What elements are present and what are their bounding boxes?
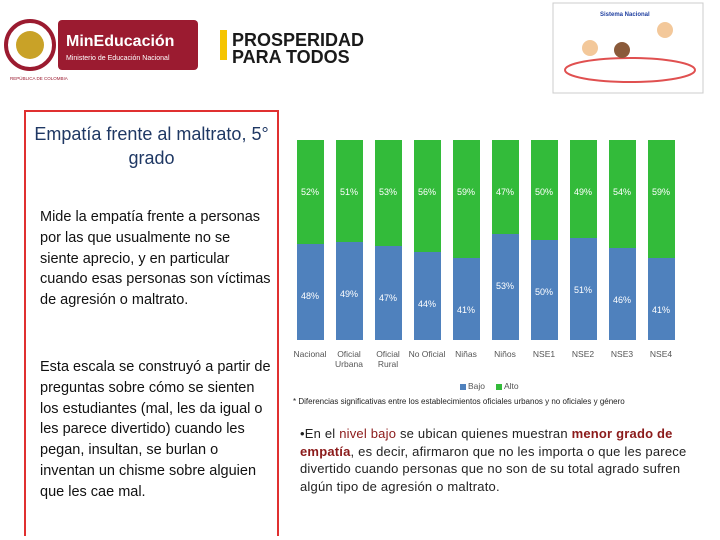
x-tick-label: NSE3 <box>610 349 634 359</box>
bar-segment <box>452 140 480 258</box>
x-tick-label: No Oficial <box>408 349 446 359</box>
bar-segment <box>491 140 519 234</box>
value-label: 59% <box>651 187 670 197</box>
value-label: 44% <box>417 299 436 309</box>
system-name: Sistema Nacional <box>600 12 650 18</box>
ring <box>564 57 696 83</box>
value-label: 50% <box>534 287 553 297</box>
legend-label: Alto <box>504 381 519 391</box>
flag-yellow <box>220 30 227 60</box>
value-label: 41% <box>456 305 475 315</box>
x-tick-label: Niñas <box>455 349 477 359</box>
text-segment: , es decir, afirmaron que no les importa… <box>300 443 687 494</box>
bar-segment <box>647 258 675 340</box>
x-tick-label: NSE4 <box>649 349 673 359</box>
kid <box>614 42 630 58</box>
chart: 48% 52% Nacional 49% 51% Oficial Urbana 47% 53%… <box>293 140 675 406</box>
footnote: * Diferencias significativas entre los e… <box>293 397 625 406</box>
legend-swatch <box>460 384 466 390</box>
value-label: 53% <box>378 187 397 197</box>
slogan-2: PARA TODOS <box>232 47 350 67</box>
bar-segment <box>452 258 480 340</box>
bar-segment <box>296 140 324 244</box>
republic: REPÚBLICA DE COLOMBIA <box>10 75 68 81</box>
bar-segment <box>374 246 402 340</box>
value-label: 49% <box>573 187 592 197</box>
bullet-text: •En el nivel bajo se ubican quienes mues… <box>300 425 700 495</box>
ministry-logo <box>58 20 198 70</box>
text-segment: •En el <box>300 426 340 441</box>
ministry-subtitle: Ministerio de Educación Nacional <box>66 55 170 62</box>
header: MinEducación Ministerio de Educación Nac… <box>4 2 704 94</box>
slogan-1: PROSPERIDAD <box>232 30 364 50</box>
kid <box>657 22 673 38</box>
bar-segment <box>413 252 441 340</box>
bar-segment <box>335 140 363 242</box>
value-label: 54% <box>612 187 631 197</box>
panel-title: Empatía frente al maltrato, 5° grado <box>34 124 269 168</box>
x-tick-label: Niños <box>494 349 516 359</box>
text-segment: menor grado de empatía <box>300 426 673 459</box>
value-label: 41% <box>651 305 670 315</box>
bar-segment <box>335 242 363 340</box>
bar-segment <box>413 140 441 252</box>
x-tick-label: NSE2 <box>571 349 595 359</box>
value-label: 52% <box>300 187 319 197</box>
x-tick-label: Oficial Urbana <box>335 349 363 369</box>
bar-segment <box>491 234 519 340</box>
value-label: 59% <box>456 187 475 197</box>
bar-segment <box>374 140 402 246</box>
paragraph: Esta escala se construyó a partir de pre… <box>40 359 271 500</box>
ministry-name: MinEducación <box>66 33 174 50</box>
value-label: 46% <box>612 295 631 305</box>
value-label: 49% <box>339 289 358 299</box>
bar-segment <box>569 140 597 238</box>
value-label: 53% <box>495 281 514 291</box>
text-panel: Empatía frente al maltrato, 5° grado Mid… <box>24 110 279 536</box>
legend-swatch <box>496 384 502 390</box>
bar-segment <box>608 248 636 340</box>
value-label: 47% <box>378 293 397 303</box>
bar-segment <box>530 140 558 240</box>
emblem-core <box>16 31 44 59</box>
value-label: 51% <box>573 285 592 295</box>
text-segment: se ubican quienes muestran <box>396 426 572 441</box>
value-label: 50% <box>534 187 553 197</box>
bar-segment <box>296 244 324 340</box>
x-tick-label: NSE1 <box>532 349 556 359</box>
value-label: 56% <box>417 187 436 197</box>
x-tick-label: Oficial Rural <box>376 349 400 369</box>
value-label: 47% <box>495 187 514 197</box>
bar-segment <box>608 140 636 248</box>
bar-segment <box>530 240 558 340</box>
bar-segment <box>569 238 597 340</box>
legend-label: Bajo <box>468 381 486 391</box>
value-label: 48% <box>300 291 319 301</box>
value-label: 51% <box>339 187 358 197</box>
kid <box>582 40 598 56</box>
bar-segment <box>647 140 675 258</box>
x-tick-label: Nacional <box>293 349 327 359</box>
text-segment: nivel bajo <box>339 426 397 441</box>
paragraph: Mide la empatía frente a personas por la… <box>40 209 271 309</box>
